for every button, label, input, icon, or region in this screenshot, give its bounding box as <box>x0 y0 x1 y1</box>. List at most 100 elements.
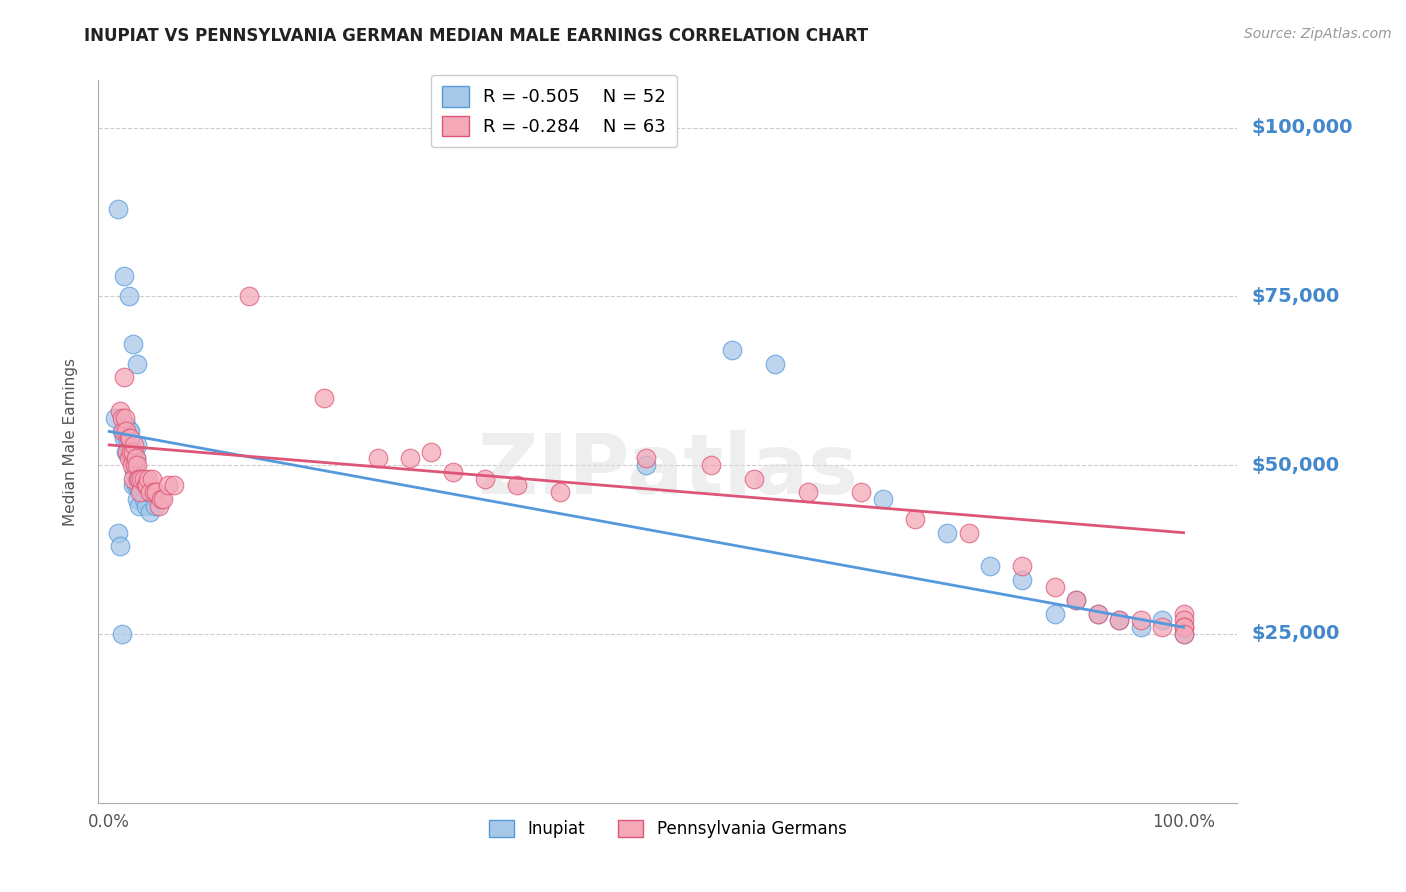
Point <box>120 451 142 466</box>
Point <box>1064 593 1087 607</box>
Point <box>125 478 148 492</box>
Point <box>131 485 153 500</box>
Point <box>128 472 150 486</box>
Point <box>115 417 138 432</box>
Point <box>108 539 131 553</box>
Point <box>132 491 155 506</box>
Point <box>122 444 145 458</box>
Point <box>121 336 143 351</box>
Point <box>121 444 143 458</box>
Point <box>148 499 170 513</box>
Point <box>1043 580 1066 594</box>
Point <box>122 438 145 452</box>
Point <box>1108 614 1130 628</box>
Point <box>441 465 464 479</box>
Point <box>742 472 765 486</box>
Point <box>139 505 162 519</box>
Text: $100,000: $100,000 <box>1251 118 1353 137</box>
Point <box>506 478 529 492</box>
Point <box>957 525 980 540</box>
Point <box>122 465 145 479</box>
Text: Source: ZipAtlas.com: Source: ZipAtlas.com <box>1244 27 1392 41</box>
Point <box>111 425 134 439</box>
Point <box>127 472 149 486</box>
Point <box>135 478 157 492</box>
Point <box>103 411 125 425</box>
Point <box>127 491 149 506</box>
Point <box>1129 614 1152 628</box>
Point <box>121 472 143 486</box>
Point <box>139 485 162 500</box>
Point <box>117 444 139 458</box>
Point <box>700 458 723 472</box>
Point <box>1152 614 1174 628</box>
Point <box>127 357 149 371</box>
Point <box>1043 607 1066 621</box>
Point <box>145 485 167 500</box>
Point <box>636 451 658 466</box>
Point <box>115 444 138 458</box>
Point <box>367 451 389 466</box>
Legend: Inupiat, Pennsylvania Germans: Inupiat, Pennsylvania Germans <box>482 814 853 845</box>
Point <box>114 411 136 425</box>
Point <box>1087 607 1109 621</box>
Point <box>121 478 143 492</box>
Point <box>117 425 139 439</box>
Point <box>107 202 129 216</box>
Point <box>162 478 184 492</box>
Point <box>107 525 129 540</box>
Point <box>143 485 166 500</box>
Point <box>141 472 163 486</box>
Point <box>118 431 141 445</box>
Point <box>136 472 159 486</box>
Point <box>141 485 163 500</box>
Point <box>118 425 141 439</box>
Point <box>121 451 143 466</box>
Point <box>979 559 1001 574</box>
Point <box>121 444 143 458</box>
Point <box>127 458 149 472</box>
Text: $75,000: $75,000 <box>1251 287 1340 306</box>
Point <box>132 472 155 486</box>
Point <box>135 499 157 513</box>
Point <box>117 431 139 445</box>
Point <box>1011 559 1033 574</box>
Point <box>135 478 157 492</box>
Point <box>112 370 135 384</box>
Point <box>120 444 142 458</box>
Point <box>1173 627 1195 641</box>
Point <box>904 512 927 526</box>
Point <box>117 431 139 445</box>
Point <box>1108 614 1130 628</box>
Point <box>1152 620 1174 634</box>
Point <box>149 491 172 506</box>
Point <box>125 451 148 466</box>
Point <box>120 438 142 452</box>
Point <box>1173 627 1195 641</box>
Point <box>550 485 572 500</box>
Point <box>1129 620 1152 634</box>
Point <box>108 404 131 418</box>
Point <box>121 458 143 472</box>
Point <box>112 425 135 439</box>
Point <box>131 472 153 486</box>
Point <box>399 451 422 466</box>
Point <box>157 478 180 492</box>
Point <box>1064 593 1087 607</box>
Point <box>112 269 135 284</box>
Point <box>128 499 150 513</box>
Point <box>851 485 873 500</box>
Point <box>152 491 174 506</box>
Point <box>124 458 146 472</box>
Point <box>127 478 149 492</box>
Point <box>124 458 146 472</box>
Point <box>117 444 139 458</box>
Point <box>420 444 443 458</box>
Point <box>117 289 139 303</box>
Point <box>872 491 894 506</box>
Point <box>111 627 134 641</box>
Point <box>1011 573 1033 587</box>
Y-axis label: Median Male Earnings: Median Male Earnings <box>63 358 77 525</box>
Point <box>136 485 159 500</box>
Point <box>112 431 135 445</box>
